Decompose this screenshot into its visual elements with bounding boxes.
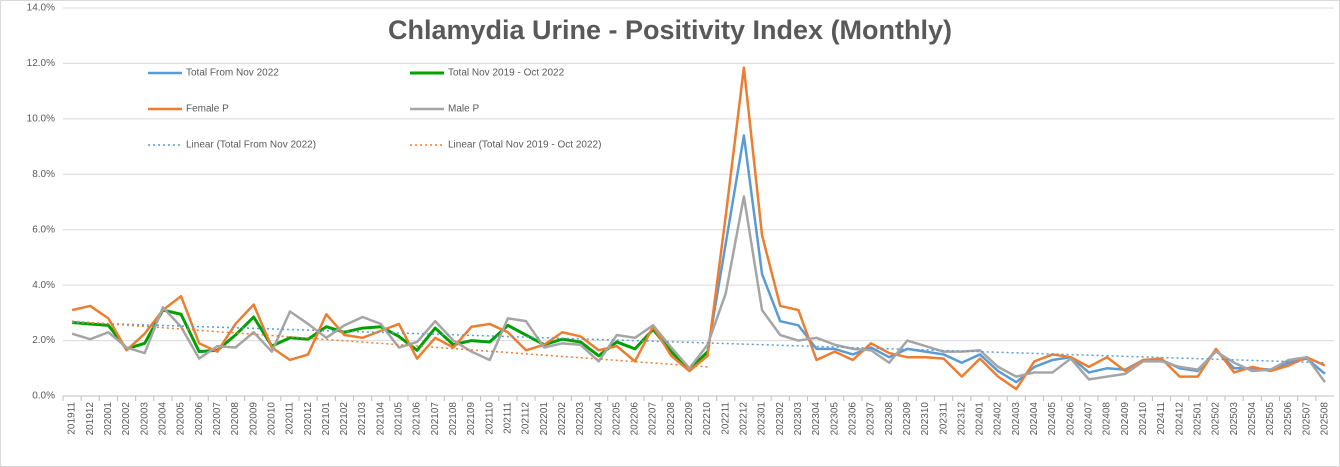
x-tick-label: 202012: [303, 402, 314, 436]
legend-label: Male P: [448, 104, 479, 115]
x-tick-label: 202409: [1120, 402, 1131, 436]
x-tick-label: 202104: [375, 402, 386, 436]
x-tick-label: 202312: [956, 402, 967, 436]
x-tick-label: 202307: [866, 402, 877, 436]
legend-label: Female P: [186, 104, 229, 115]
x-tick-label: 202306: [847, 402, 858, 436]
x-tick-label: 202303: [793, 402, 804, 436]
chart-title: Chlamydia Urine - Positivity Index (Mont…: [388, 15, 952, 45]
x-tick-label: 202407: [1084, 402, 1095, 436]
x-tick-label: 202002: [121, 402, 132, 436]
x-tick-label: 202403: [1011, 402, 1022, 436]
x-tick-label: 202408: [1102, 402, 1113, 436]
x-tick-label: 202209: [684, 402, 695, 436]
x-tick-label: 202410: [1138, 402, 1149, 436]
x-tick-label: 202305: [829, 402, 840, 436]
x-tick-label: 202503: [1229, 402, 1240, 436]
y-tick-label: 12.0%: [27, 58, 55, 69]
x-tick-label: 202405: [1047, 402, 1058, 436]
y-tick-label: 4.0%: [32, 280, 55, 291]
legend-label: Linear (Total Nov 2019 - Oct 2022): [448, 140, 601, 151]
y-tick-label: 0.0%: [32, 391, 55, 402]
x-tick-label: 202402: [993, 402, 1004, 436]
y-tick-label: 8.0%: [32, 169, 55, 180]
x-tick-label: 202202: [557, 402, 568, 436]
x-tick-label: 202006: [194, 402, 205, 436]
series-line: [71, 308, 709, 372]
x-tick-label: 202406: [1065, 402, 1076, 436]
x-tick-label: 201912: [85, 402, 96, 436]
x-tick-label: 202310: [920, 402, 931, 436]
x-tick-label: 202107: [430, 402, 441, 436]
x-tick-label: 202308: [884, 402, 895, 436]
x-tick-label: 202009: [248, 402, 259, 436]
x-tick-label: 202502: [1211, 402, 1222, 436]
y-tick-label: 6.0%: [32, 224, 55, 235]
x-tick-label: 202205: [611, 402, 622, 436]
x-tick-label: 202112: [521, 402, 532, 435]
x-tick-label: 202508: [1320, 402, 1331, 436]
x-tick-label: 202203: [575, 402, 586, 436]
trendline: [72, 320, 708, 368]
x-tick-label: 202011: [285, 402, 296, 435]
x-tick-label: 202204: [593, 402, 604, 436]
x-tick-label: 202101: [321, 402, 332, 436]
x-tick-label: 202007: [212, 402, 223, 436]
x-tick-label: 202301: [757, 402, 768, 436]
series-line: [71, 195, 1326, 383]
x-tick-label: 202105: [394, 402, 405, 436]
x-tick-label: 201911: [67, 402, 78, 435]
x-tick-label: 202111: [502, 402, 513, 434]
x-tick-label: 202412: [1174, 402, 1185, 436]
y-tick-label: 2.0%: [32, 335, 55, 346]
x-tick-label: 202210: [702, 402, 713, 436]
x-tick-label: 202005: [176, 402, 187, 436]
y-tick-label: 10.0%: [27, 113, 55, 124]
x-tick-label: 202206: [630, 402, 641, 436]
legend-label: Total Nov 2019 - Oct 2022: [448, 68, 565, 79]
y-tick-label: 14.0%: [27, 3, 55, 14]
x-tick-label: 202110: [484, 402, 495, 435]
x-tick-label: 202507: [1301, 402, 1312, 436]
x-tick-label: 202208: [666, 402, 677, 436]
x-tick-label: 202004: [158, 402, 169, 436]
x-tick-label: 202404: [1029, 402, 1040, 436]
x-tick-label: 202304: [811, 402, 822, 436]
legend-label: Linear (Total From Nov 2022): [186, 140, 316, 151]
x-tick-label: 202109: [466, 402, 477, 436]
x-tick-label: 202411: [1156, 402, 1167, 435]
x-tick-label: 202501: [1192, 402, 1203, 436]
legend-label: Total From Nov 2022: [186, 68, 279, 79]
x-tick-label: 202207: [648, 402, 659, 436]
x-tick-label: 202302: [775, 402, 786, 436]
x-tick-label: 202003: [139, 402, 150, 436]
x-tick-label: 202504: [1247, 402, 1258, 436]
x-tick-label: 202212: [739, 402, 750, 436]
x-tick-label: 202001: [103, 402, 114, 436]
x-tick-label: 202201: [539, 402, 550, 436]
x-tick-label: 202010: [266, 402, 277, 436]
x-tick-label: 202506: [1283, 402, 1294, 436]
trendline: [72, 321, 1325, 364]
x-tick-label: 202505: [1265, 402, 1276, 436]
x-tick-label: 202401: [975, 402, 986, 436]
series-line: [71, 66, 1326, 391]
x-tick-label: 202211: [720, 402, 731, 435]
x-tick-label: 202102: [339, 402, 350, 436]
x-tick-label: 202008: [230, 402, 241, 436]
x-tick-label: 202103: [357, 402, 368, 436]
x-tick-label: 202311: [938, 402, 949, 435]
x-tick-label: 202106: [412, 402, 423, 436]
x-tick-label: 202309: [902, 402, 913, 436]
x-tick-label: 202108: [448, 402, 459, 436]
